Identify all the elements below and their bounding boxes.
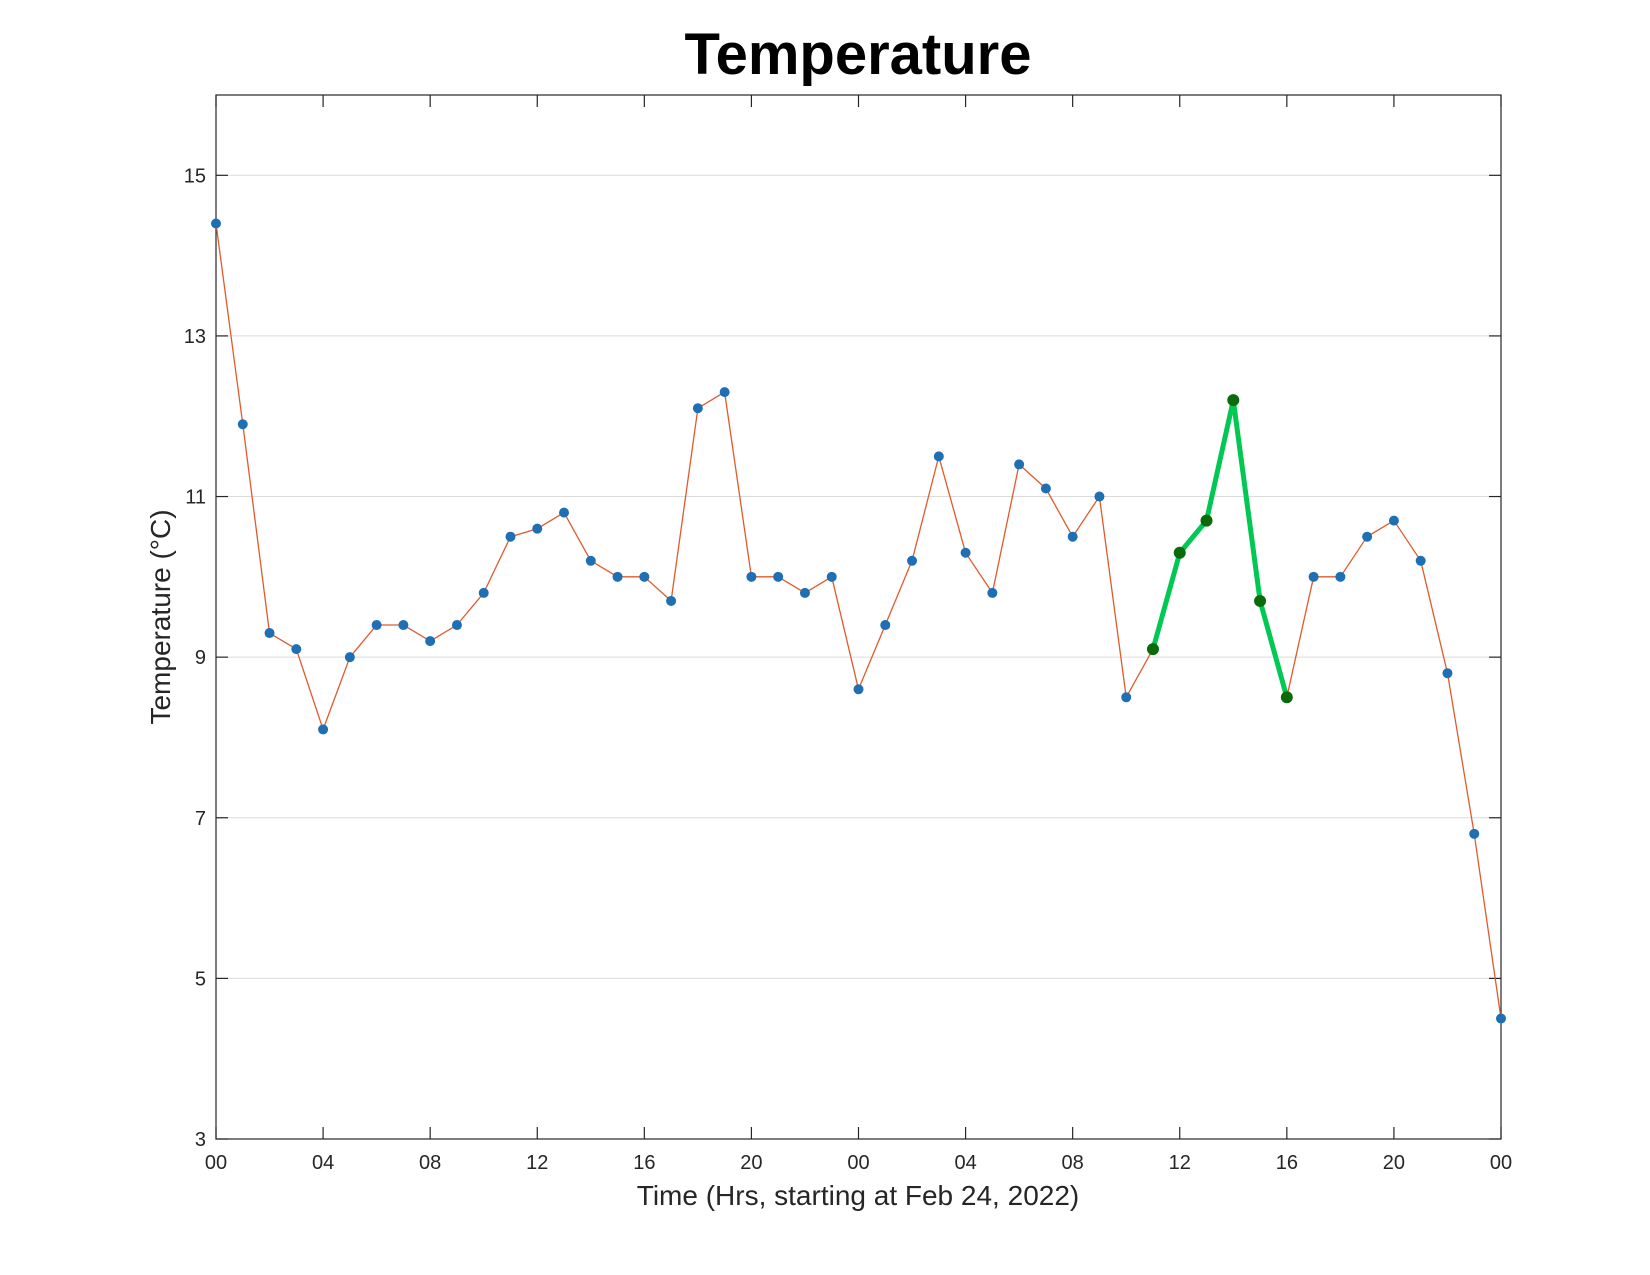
data-point [425, 636, 436, 647]
series-layer [211, 218, 1506, 1024]
data-point [1094, 491, 1105, 502]
y-tick-label: 15 [184, 165, 206, 187]
data-point [880, 620, 891, 631]
data-point [826, 571, 837, 582]
y-tick-label: 9 [195, 647, 206, 669]
y-tick-label: 3 [195, 1129, 206, 1151]
data-point [371, 620, 382, 631]
x-tick-label: 00 [205, 1152, 227, 1174]
data-point [1415, 555, 1426, 566]
data-point [478, 587, 489, 598]
x-tick-label: 00 [847, 1152, 869, 1174]
data-point [719, 387, 730, 398]
x-tick-label: 08 [1062, 1152, 1084, 1174]
data-point [799, 587, 810, 598]
y-tick-label: 13 [184, 326, 206, 348]
data-point [1254, 594, 1267, 607]
data-point [1280, 691, 1293, 704]
data-point [692, 403, 703, 414]
data-point [1067, 531, 1078, 542]
data-point [505, 531, 516, 542]
data-point [1146, 643, 1159, 656]
series-line [1150, 397, 1290, 698]
data-point [853, 684, 864, 695]
data-point [907, 555, 918, 566]
data-point [987, 587, 998, 598]
data-point [1227, 394, 1240, 407]
data-point [264, 628, 275, 639]
data-point [639, 571, 650, 582]
y-axis-label: Temperature (°C) [145, 509, 176, 724]
data-point [559, 507, 570, 518]
data-point [773, 571, 784, 582]
data-point [1362, 531, 1373, 542]
data-point [318, 724, 329, 735]
data-point [1200, 514, 1213, 527]
x-axis-label: Time (Hrs, starting at Feb 24, 2022) [637, 1180, 1079, 1211]
data-point [291, 644, 302, 655]
data-point [1388, 515, 1399, 526]
plot-frame [215, 94, 1502, 1140]
data-point [1121, 692, 1132, 703]
data-point [211, 218, 221, 229]
data-point [237, 419, 248, 430]
x-tick-label: 20 [1383, 1152, 1405, 1174]
x-tick-label: 20 [740, 1152, 762, 1174]
chart-title: Temperature [684, 22, 1031, 87]
data-point [398, 620, 409, 631]
data-point [532, 523, 543, 534]
x-tick-label: 04 [312, 1152, 334, 1174]
data-point [451, 620, 462, 631]
data-point [1496, 1013, 1506, 1024]
x-tick-label: 04 [954, 1152, 976, 1174]
data-point [344, 652, 355, 663]
data-point [960, 547, 971, 558]
data-point [1469, 828, 1480, 839]
grid-lines [216, 174, 1501, 979]
x-tick-label: 12 [526, 1152, 548, 1174]
y-tick-label: 5 [195, 968, 206, 990]
data-point [1173, 546, 1186, 559]
x-tick-label: 12 [1169, 1152, 1191, 1174]
y-tick-label: 7 [195, 808, 206, 830]
series-line [215, 223, 1502, 1019]
axis-ticks: 3 5 7 9 11 13 15 00 04 08 12 16 20 00 04 08 12 16 20 00 [184, 95, 1512, 1174]
data-point [666, 595, 677, 606]
x-tick-label: 00 [1490, 1152, 1512, 1174]
data-point [1442, 668, 1453, 679]
data-point [933, 451, 944, 462]
data-point [612, 571, 623, 582]
data-point [585, 555, 596, 566]
data-point [1014, 459, 1025, 470]
x-tick-label: 08 [419, 1152, 441, 1174]
x-tick-label: 16 [633, 1152, 655, 1174]
y-tick-label: 11 [185, 487, 206, 509]
data-point [1308, 571, 1319, 582]
data-point [746, 571, 757, 582]
data-point [1335, 571, 1346, 582]
data-point [1040, 483, 1051, 494]
x-tick-label: 16 [1276, 1152, 1298, 1174]
